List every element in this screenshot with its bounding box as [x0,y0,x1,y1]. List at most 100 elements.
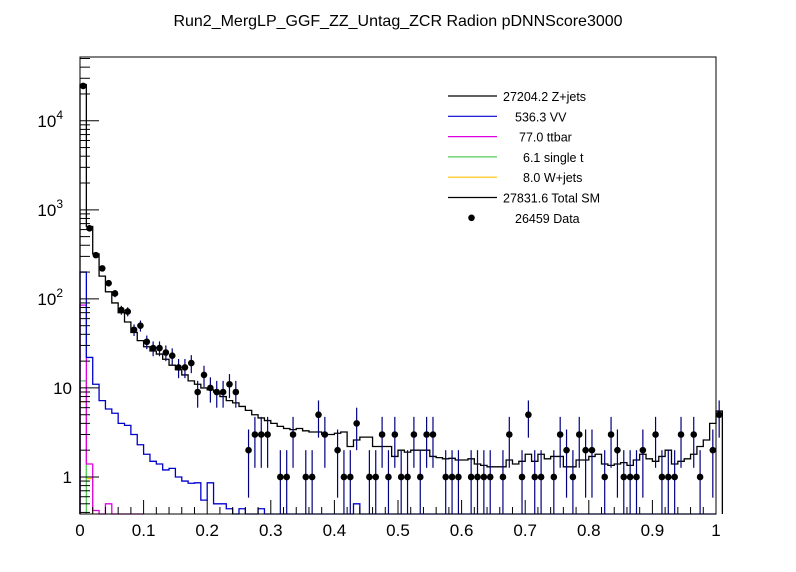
data-point [219,388,227,396]
legend: 27204.2 Z+jets 536.3 VV 77.0 ttbar 6.1 sing… [448,90,600,226]
data-point [563,446,570,454]
data-point [575,431,583,438]
data-point [175,364,182,371]
data-point [232,388,240,396]
data-points-layer [79,82,723,514]
data-point [391,431,399,438]
x-tick-label: 0.3 [259,521,283,540]
data-point [506,431,513,438]
x-tick-label: 0 [75,521,84,540]
legend-label-6-1-single-t: 6.1 single t [523,151,584,165]
data-point [143,338,151,346]
legend-label-26459-data: 26459 Data [515,212,580,226]
data-point [200,371,208,379]
histogram-single-t [79,380,88,514]
data-point [423,431,430,438]
data-point [289,431,297,438]
data-point [626,473,634,481]
x-tick-label: 0.8 [577,521,601,540]
data-point [111,290,119,297]
data-point [442,473,450,481]
data-point [665,473,672,481]
data-point [283,473,291,481]
data-point [118,306,125,314]
y-tick-label: 1 [63,468,72,487]
data-point [124,308,131,315]
data-point [385,473,392,481]
data-point [404,473,411,481]
data-point [207,384,214,392]
x-tick-label: 0.4 [323,521,347,540]
data-point [518,473,526,481]
data-point [690,431,698,438]
data-point [569,473,577,481]
legend-label-536-3-vv: 536.3 VV [515,110,567,124]
x-tick-label: 1 [711,521,720,540]
data-point [455,473,462,481]
data-point [658,473,666,481]
data-point [715,411,723,419]
data-point [639,446,647,454]
data-point [149,344,157,352]
histogram-total-sm [79,83,724,514]
legend-label-27831-6-total-sm: 27831.6 Total SM [503,192,600,206]
data-point [652,431,659,438]
data-point [614,446,621,454]
data-point [181,364,189,371]
data-point [130,326,138,334]
data-point [486,473,494,481]
data-point [251,431,259,438]
data-point [321,431,329,438]
data-point [601,473,608,481]
x-tick-label: 0.7 [513,521,537,540]
data-point [194,388,201,396]
data-point [162,349,170,356]
data-point [302,473,310,481]
data-point [156,344,163,352]
data-point [429,431,437,438]
y-tick-label: 103 [37,197,63,220]
data-point [226,380,233,388]
data-point [188,359,195,367]
y-tick-label: 10 [53,379,72,398]
data-point [525,411,532,419]
data-point [245,446,252,454]
data-point [213,388,221,396]
data-point [168,352,176,360]
data-point [677,431,685,438]
data-point [531,473,539,481]
data-point [671,473,678,481]
data-point [366,473,373,481]
data-point [334,446,341,454]
x-tick-label: 0.1 [132,521,156,540]
data-point [308,473,316,481]
data-point [105,279,112,287]
data-point [448,473,456,481]
data-point [257,431,265,438]
x-tick-label: 0.9 [641,521,665,540]
data-point [372,473,380,481]
y-tick-label: 104 [37,108,63,131]
data-point [607,431,615,438]
data-point [340,473,348,481]
legend-label-77-0-ttbar: 77.0 ttbar [519,131,572,145]
data-point [582,446,589,454]
y-tick-label: 102 [37,286,63,309]
chart-title: Run2_MergLP_GGF_ZZ_Untag_ZCR Radion pDNN… [173,13,622,30]
x-tick-label: 0.6 [450,521,474,540]
data-point [467,473,475,481]
histogram-layer [79,83,724,515]
axes: 0 0.1 0.2 0.3 0.4 0.5 0.6 0.7 0.8 0.9 1 1 10 102 103 10… [37,58,721,540]
data-point [347,473,354,481]
plot-frame [79,56,717,515]
data-point [499,473,507,481]
data-point [709,446,717,454]
data-point [137,322,144,329]
data-point [98,265,106,272]
legend-marker-26459-data [468,214,475,222]
data-point [550,473,558,481]
data-point [86,225,93,232]
data-point [556,431,564,438]
data-point [537,473,545,481]
data-point [397,473,405,481]
